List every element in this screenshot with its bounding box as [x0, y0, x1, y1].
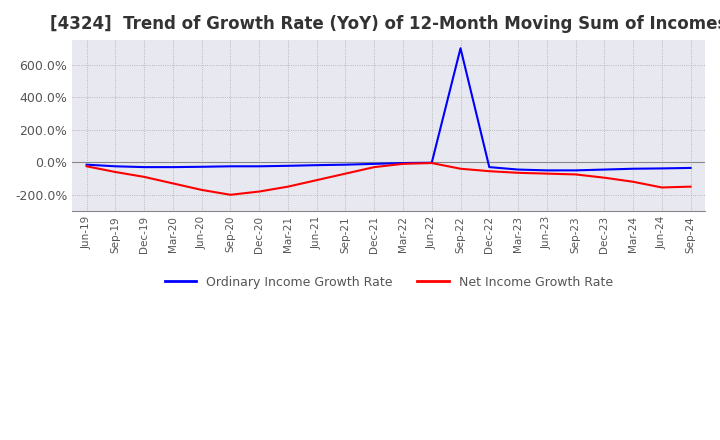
Net Income Growth Rate [514, 170, 523, 176]
Net Income Growth Rate [485, 169, 494, 174]
Net Income Growth Rate [657, 185, 666, 190]
Net Income Growth Rate [226, 192, 235, 198]
Ordinary Income Growth Rate [284, 163, 292, 169]
Net Income Growth Rate [686, 184, 695, 189]
Net Income Growth Rate [571, 172, 580, 177]
Ordinary Income Growth Rate [542, 168, 551, 173]
Ordinary Income Growth Rate [456, 46, 465, 51]
Net Income Growth Rate [341, 171, 350, 176]
Net Income Growth Rate [542, 171, 551, 176]
Net Income Growth Rate [370, 165, 379, 170]
Ordinary Income Growth Rate [255, 164, 264, 169]
Net Income Growth Rate [255, 189, 264, 194]
Ordinary Income Growth Rate [485, 165, 494, 170]
Net Income Growth Rate [629, 179, 637, 184]
Ordinary Income Growth Rate [341, 162, 350, 167]
Net Income Growth Rate [456, 166, 465, 172]
Ordinary Income Growth Rate [399, 161, 408, 166]
Ordinary Income Growth Rate [82, 162, 91, 167]
Net Income Growth Rate [312, 177, 321, 183]
Ordinary Income Growth Rate [514, 167, 523, 172]
Net Income Growth Rate [82, 164, 91, 169]
Net Income Growth Rate [284, 184, 292, 189]
Ordinary Income Growth Rate [312, 162, 321, 168]
Net Income Growth Rate [399, 161, 408, 166]
Ordinary Income Growth Rate [226, 164, 235, 169]
Net Income Growth Rate [600, 175, 608, 180]
Ordinary Income Growth Rate [657, 166, 666, 171]
Ordinary Income Growth Rate [111, 164, 120, 169]
Net Income Growth Rate [140, 174, 148, 180]
Ordinary Income Growth Rate [629, 166, 637, 172]
Title: [4324]  Trend of Growth Rate (YoY) of 12-Month Moving Sum of Incomes: [4324] Trend of Growth Rate (YoY) of 12-… [50, 15, 720, 33]
Ordinary Income Growth Rate [686, 165, 695, 171]
Ordinary Income Growth Rate [168, 165, 177, 170]
Net Income Growth Rate [168, 181, 177, 186]
Line: Net Income Growth Rate: Net Income Growth Rate [86, 163, 690, 195]
Line: Ordinary Income Growth Rate: Ordinary Income Growth Rate [86, 48, 690, 170]
Net Income Growth Rate [197, 187, 206, 193]
Ordinary Income Growth Rate [370, 161, 379, 166]
Net Income Growth Rate [111, 169, 120, 175]
Ordinary Income Growth Rate [571, 168, 580, 173]
Ordinary Income Growth Rate [428, 160, 436, 165]
Net Income Growth Rate [428, 161, 436, 166]
Legend: Ordinary Income Growth Rate, Net Income Growth Rate: Ordinary Income Growth Rate, Net Income … [160, 271, 618, 294]
Ordinary Income Growth Rate [600, 167, 608, 172]
Ordinary Income Growth Rate [140, 165, 148, 170]
Ordinary Income Growth Rate [197, 164, 206, 169]
